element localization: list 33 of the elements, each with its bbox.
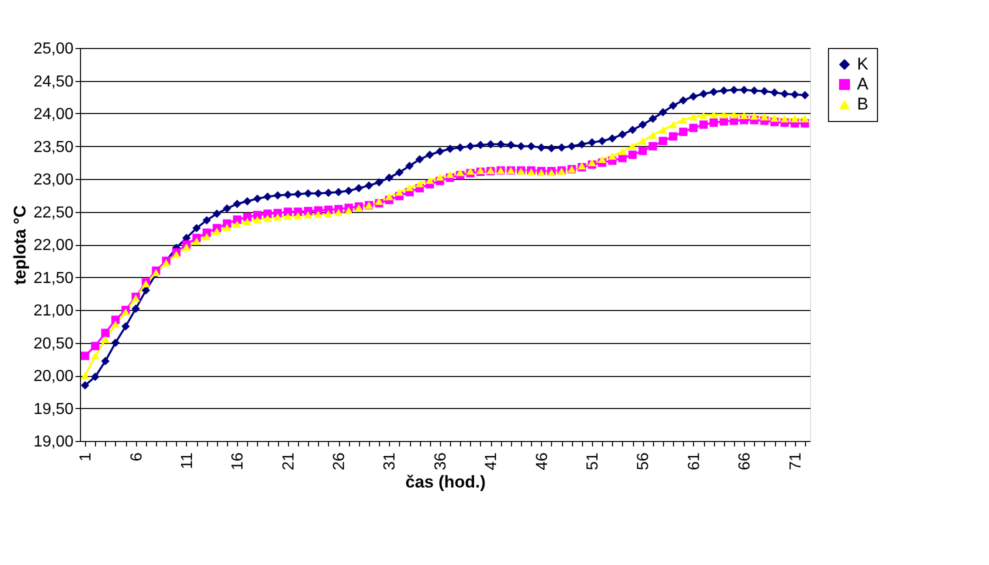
x-tick-label: 16 (230, 452, 247, 470)
x-tick-label: 51 (584, 452, 602, 470)
x-tick-label: 46 (534, 452, 551, 470)
legend-label: B (857, 94, 868, 114)
y-tick-label: 24,50 (33, 73, 74, 90)
x-tick-label: 1 (78, 452, 95, 462)
y-tick-label: 23,00 (33, 172, 74, 188)
y-tick-label: 20,00 (33, 368, 74, 385)
x-tick-label: 6 (128, 452, 146, 462)
legend-label: A (857, 74, 869, 94)
y-tick-label: 19,50 (33, 400, 74, 418)
x-tick-label: 71 (787, 452, 804, 470)
x-tick-label: 11 (178, 452, 196, 470)
x-tick-label: 41 (483, 452, 500, 470)
y-tick-label: 22,50 (33, 204, 74, 222)
x-tick-label: 21 (280, 452, 298, 470)
legend-label: K (857, 54, 869, 74)
y-tick-label: 23,50 (33, 138, 74, 156)
x-tick-label: 26 (331, 452, 348, 470)
x-tick-label: 61 (686, 452, 703, 470)
x-axis-title: čas (hod.) (405, 472, 486, 492)
y-tick-label: 21,00 (33, 302, 74, 320)
y-tick-label: 25,00 (33, 40, 74, 58)
y-tick-label: 24,00 (33, 106, 74, 123)
x-tick-label: 31 (382, 452, 399, 470)
y-tick-label: 22,00 (33, 237, 74, 254)
y-tick-label: 21,50 (33, 270, 74, 287)
x-tick-label: 56 (635, 452, 652, 470)
y-tick-label: 19,00 (33, 434, 74, 450)
y-tick-label: 20,50 (33, 335, 74, 352)
x-tick-label: 66 (736, 452, 754, 470)
x-tick-label: 36 (432, 452, 450, 470)
y-axis-title: teplota °C (10, 205, 30, 285)
